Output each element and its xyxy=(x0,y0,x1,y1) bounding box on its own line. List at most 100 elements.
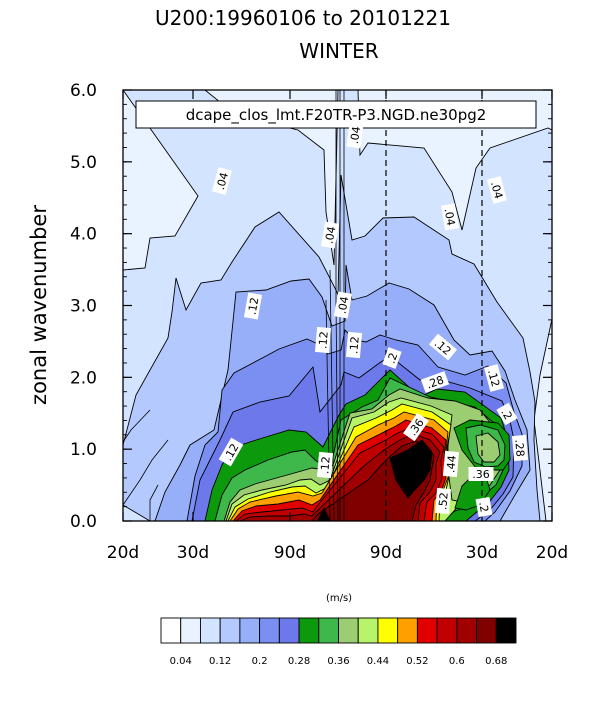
y-tick-label: 1.0 xyxy=(70,440,97,460)
contour-label-bg xyxy=(420,371,450,393)
contour-region-16 xyxy=(306,506,331,521)
contour-label-bg xyxy=(243,292,263,320)
colorbar-box xyxy=(476,617,497,644)
contour-label: .2 xyxy=(496,402,518,426)
contour-label-text: .2 xyxy=(385,351,401,365)
y-tick-label: 5.0 xyxy=(70,153,97,173)
colorbar-box xyxy=(436,617,458,644)
contour-line-3 xyxy=(335,90,339,521)
colorbar-box xyxy=(219,617,241,644)
colorbar-box xyxy=(495,617,517,644)
contour-label: .04 xyxy=(212,167,232,195)
colorbar-tick-label: 0.68 xyxy=(485,656,507,667)
y-tick-label: 3.0 xyxy=(70,297,97,317)
contour-label: .04 xyxy=(320,221,340,249)
contour-label: .04 xyxy=(346,121,364,149)
contour-label-text: .12 xyxy=(347,336,361,355)
contour-label-bg xyxy=(316,451,334,479)
contour-label-bg xyxy=(511,434,529,462)
contour-label-text: .44 xyxy=(444,455,458,474)
contour-label-bg xyxy=(434,487,452,515)
x-tick-label: 90d xyxy=(274,543,306,563)
contour-line-6 xyxy=(329,269,335,521)
contour-label-text: .04 xyxy=(214,171,231,191)
x-tick-label: 30d xyxy=(466,543,498,563)
contour-label-text: .12 xyxy=(485,368,502,388)
contour-label-text: .12 xyxy=(246,296,262,315)
contour-label: .04 xyxy=(333,291,353,319)
contour-label-bg xyxy=(212,167,232,195)
contour-label: .44 xyxy=(442,450,460,478)
contour-label: .28 xyxy=(420,371,450,393)
contour-label-bg xyxy=(428,333,458,361)
colorbar xyxy=(160,617,517,644)
axis-ticks xyxy=(122,89,553,522)
contour-label-bg xyxy=(218,437,244,467)
contour-label-text: .04 xyxy=(488,180,505,200)
colorbar-box xyxy=(160,617,182,644)
y-tick-label: 0.0 xyxy=(70,512,97,532)
contour-label-bg xyxy=(496,402,518,426)
contour-line-0 xyxy=(123,439,169,506)
contour-label: .12 xyxy=(316,451,334,479)
contour-label: .12 xyxy=(484,364,504,392)
contour-label: .12 xyxy=(243,292,263,320)
colorbar-units: (m/s) xyxy=(326,593,352,604)
contour-label-bg xyxy=(403,412,429,442)
chart-title: U200:19960106 to 20101221 xyxy=(155,6,451,30)
colorbar-box xyxy=(199,617,221,644)
x-tick-label: 20d xyxy=(536,543,568,563)
colorbar-tick-label: 0.2 xyxy=(252,656,268,667)
y-axis-label: zonal wavenumber xyxy=(27,205,51,405)
chart-subtitle: WINTER xyxy=(299,39,378,63)
colorbar-box xyxy=(298,617,320,644)
contour-label-text: .28 xyxy=(425,373,446,391)
legend-box: dcape_clos_lmt.F20TR-P3.NGD.ne30pg2 xyxy=(135,100,537,129)
contour-label-text: .04 xyxy=(336,295,352,314)
colorbar-tick-label: 0.44 xyxy=(367,656,389,667)
colorbar-box xyxy=(259,617,280,644)
colorbar-box xyxy=(239,617,261,644)
contour-label: .36 xyxy=(468,467,494,481)
colorbar-labels: 0.04 0.12 0.2 0.28 0.36 0.44 0.52 0.6 0.68 xyxy=(170,656,508,667)
contour-label-text: .28 xyxy=(512,439,526,458)
contour-label-bg xyxy=(440,203,460,231)
colorbar-tick-label: 0.04 xyxy=(170,656,192,667)
contour-label-bg xyxy=(345,331,363,359)
contour-label-text: .12 xyxy=(316,331,330,350)
y-tick-label: 4.0 xyxy=(70,225,97,245)
contour-region-17 xyxy=(389,439,433,499)
colorbar-box xyxy=(397,617,418,644)
colorbar-box xyxy=(357,617,379,644)
contour-label-bg xyxy=(314,326,332,354)
contour-label-bg xyxy=(487,176,507,204)
colorbar-tick-label: 0.6 xyxy=(449,656,465,667)
contour-label-text: .2 xyxy=(476,501,491,514)
contour-label-bg xyxy=(475,496,493,518)
colorbar-box xyxy=(456,617,478,644)
contour-label-text: .52 xyxy=(436,492,450,511)
colorbar-box xyxy=(416,617,438,644)
contour-label-text: .36 xyxy=(472,468,490,481)
colorbar-tick-label: 0.36 xyxy=(327,656,349,667)
contour-label-bg xyxy=(320,221,340,249)
contour-label-text: .12 xyxy=(318,456,332,475)
contour-line-1 xyxy=(123,409,151,443)
legend-label: dcape_clos_lmt.F20TR-P3.NGD.ne30pg2 xyxy=(186,106,487,125)
x-tick-label: 30d xyxy=(177,543,209,563)
reference-lines xyxy=(385,90,483,521)
contour-label-bg xyxy=(484,364,504,392)
colorbar-tick-label: 0.28 xyxy=(288,656,310,667)
x-tick-label: 90d xyxy=(370,543,402,563)
contour-label: .2 xyxy=(475,496,493,518)
contour-line-2 xyxy=(149,484,159,521)
contour-label: .52 xyxy=(434,487,452,515)
colorbar-box xyxy=(278,617,300,644)
contour-label-bg xyxy=(442,450,460,478)
x-tick-labels: 20d 30d 90d 90d 30d 20d xyxy=(107,543,568,563)
contour-label-text: .04 xyxy=(442,207,458,226)
colorbar-box xyxy=(180,617,201,644)
colorbar-box xyxy=(318,617,339,644)
contour-label-bg xyxy=(382,347,402,369)
